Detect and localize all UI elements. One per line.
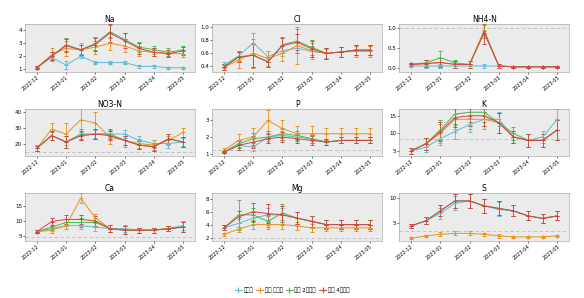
Title: NO3-N: NO3-N xyxy=(98,100,123,109)
Title: S: S xyxy=(482,184,486,193)
Legend: 비순환, 순환 무보정, 순환 2주보정, 순환 4주보정: 비순환, 순환 무보정, 순환 2주보정, 순환 4주보정 xyxy=(233,285,351,295)
Title: Mg: Mg xyxy=(291,184,303,193)
Title: Na: Na xyxy=(105,15,115,24)
Title: NH4-N: NH4-N xyxy=(472,15,496,24)
Title: Ca: Ca xyxy=(105,184,115,193)
Title: K: K xyxy=(482,100,486,109)
Title: P: P xyxy=(295,100,300,109)
Title: Cl: Cl xyxy=(293,15,301,24)
